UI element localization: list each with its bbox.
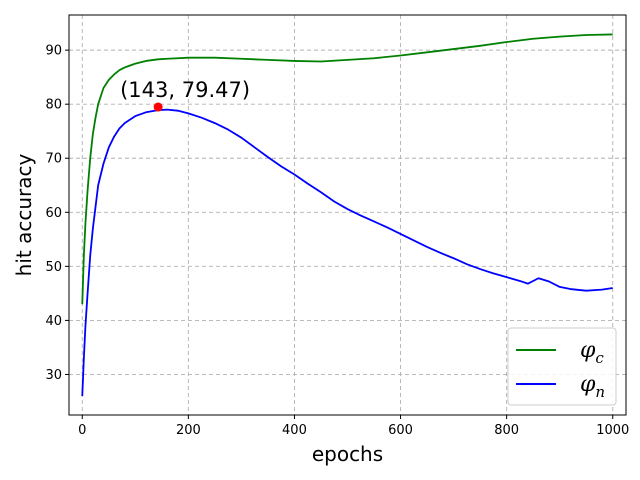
x-tick-label: 600 — [388, 423, 413, 438]
y-tick-label: 40 — [45, 314, 62, 329]
y-tick-label: 70 — [45, 152, 62, 167]
y-axis-label: hit accuracy — [12, 154, 36, 277]
x-tick-label: 800 — [494, 423, 519, 438]
legend-box — [507, 327, 617, 406]
legend-symbol: φ — [580, 372, 596, 397]
plot-frame — [68, 14, 627, 416]
axis-ticks: 0 200 400 600 800 1000 30 40 50 60 70 80 90 — [45, 44, 629, 438]
x-tick-label: 0 — [78, 423, 86, 438]
legend-subscript: c — [595, 349, 604, 367]
y-tick-label: 60 — [45, 206, 62, 221]
legend-symbol: φ — [580, 338, 596, 363]
x-tick-label: 400 — [282, 423, 307, 438]
y-tick-label: 50 — [45, 260, 62, 275]
annotation-layer: (143, 79.47) — [120, 78, 250, 112]
annotation-label: (143, 79.47) — [120, 78, 250, 102]
x-axis-label: epochs — [312, 442, 383, 466]
legend-label-c: φc — [580, 338, 604, 367]
legend-subscript: n — [595, 383, 605, 401]
y-tick-label: 90 — [45, 44, 62, 59]
annotation-marker — [153, 102, 163, 112]
series-layer — [81, 33, 613, 397]
legend-label-n: φn — [580, 372, 605, 401]
series-line-n — [81, 108, 613, 397]
x-tick-label: 1000 — [596, 423, 629, 438]
series-line-c — [81, 33, 613, 305]
x-tick-label: 200 — [176, 423, 201, 438]
y-tick-label: 30 — [45, 368, 62, 383]
y-tick-label: 80 — [45, 98, 62, 113]
